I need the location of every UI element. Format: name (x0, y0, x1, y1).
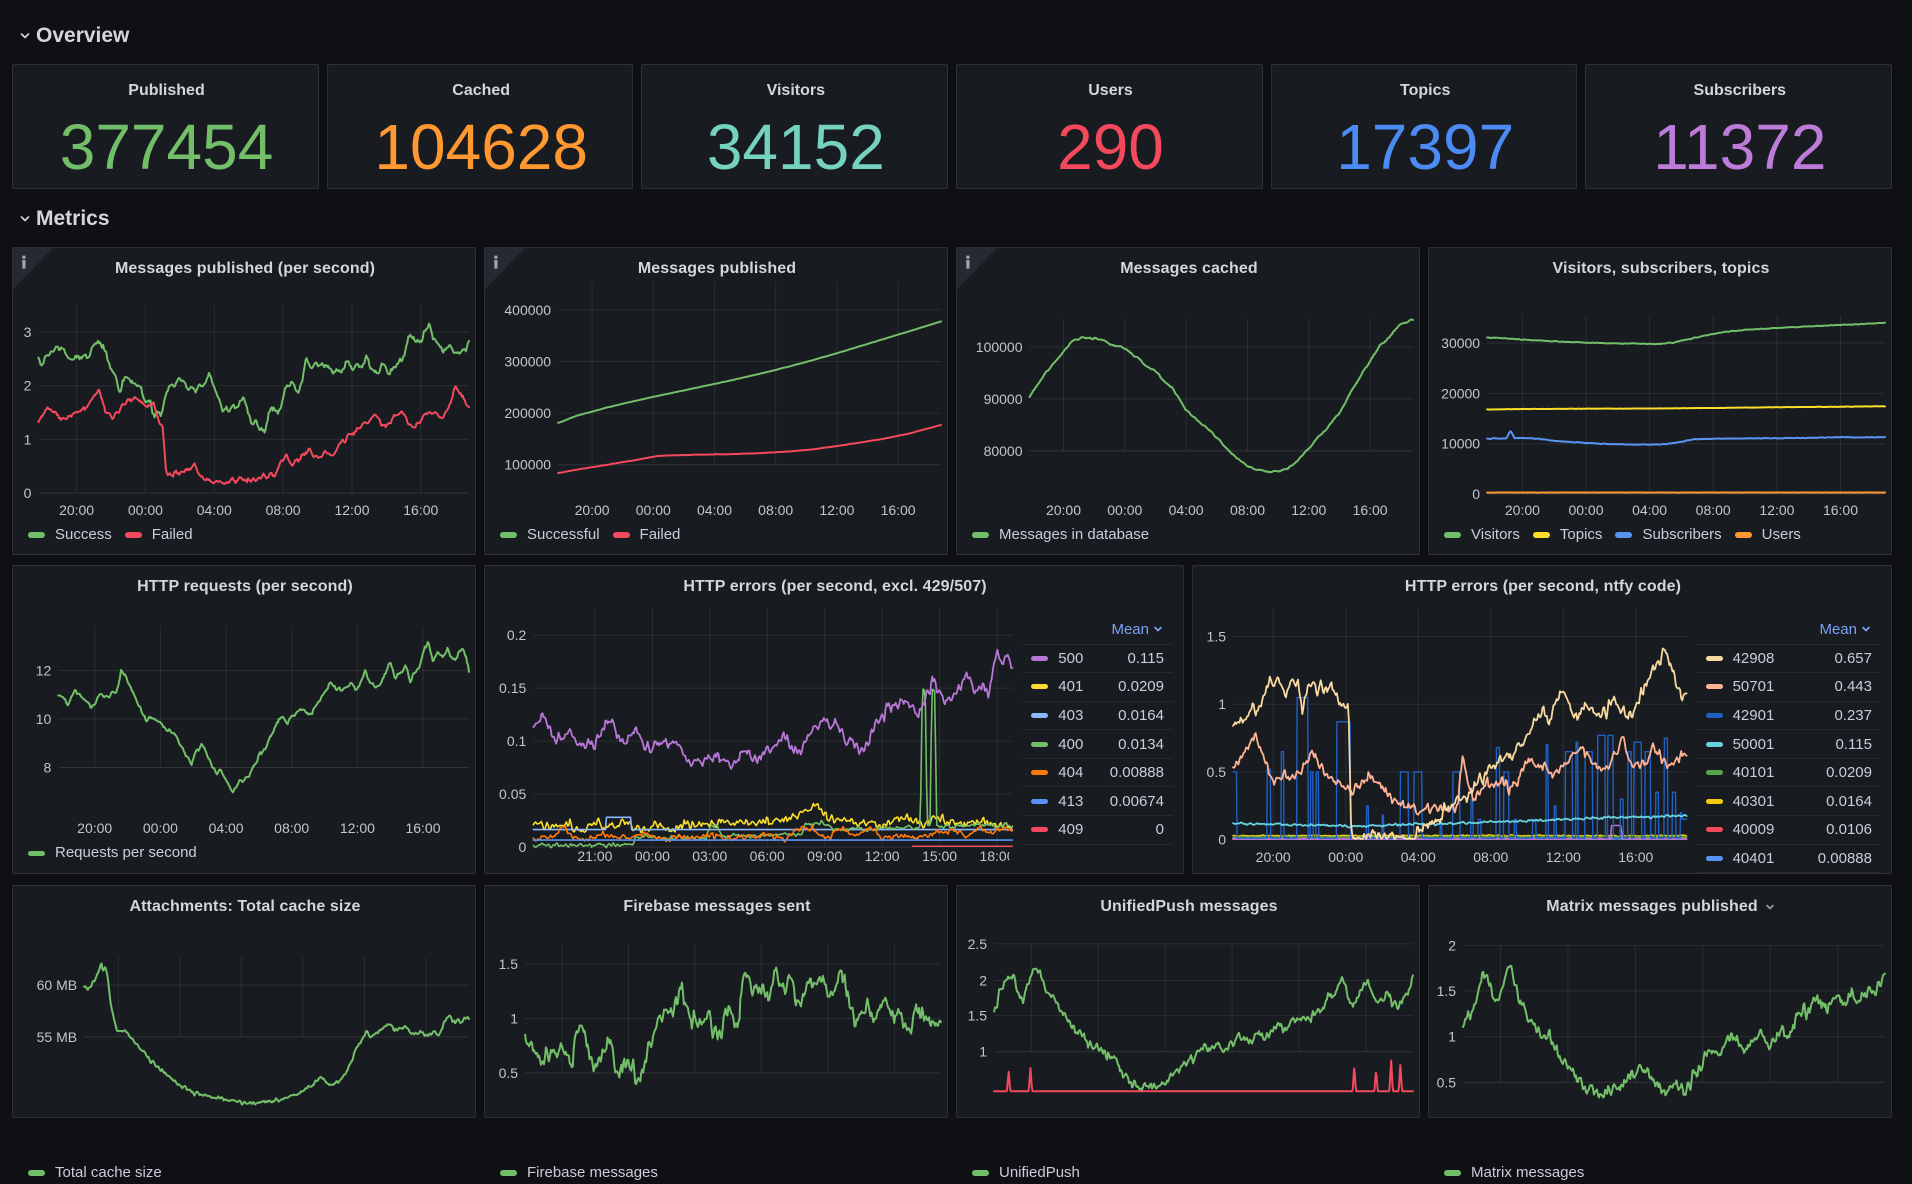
svg-text:00:00: 00:00 (636, 502, 671, 518)
svg-text:2.5: 2.5 (968, 936, 988, 952)
svg-text:06:00: 06:00 (750, 848, 785, 864)
svg-text:00:00: 00:00 (143, 820, 178, 836)
svg-text:16:00: 16:00 (1353, 502, 1388, 518)
svg-text:04:00: 04:00 (209, 820, 244, 836)
svg-text:04:00: 04:00 (197, 502, 232, 518)
svg-text:20:00: 20:00 (575, 502, 610, 518)
svg-text:20:00: 20:00 (1505, 502, 1540, 518)
svg-text:08:00: 08:00 (1473, 849, 1508, 865)
svg-text:04:00: 04:00 (697, 502, 732, 518)
svg-text:1: 1 (1218, 696, 1226, 712)
svg-text:1: 1 (510, 1010, 518, 1026)
svg-text:03:00: 03:00 (692, 848, 727, 864)
svg-text:12: 12 (36, 663, 52, 679)
svg-text:04:00: 04:00 (1401, 849, 1436, 865)
svg-text:1: 1 (1448, 1029, 1456, 1045)
svg-text:08:00: 08:00 (1230, 502, 1265, 518)
svg-text:20000: 20000 (1441, 385, 1480, 401)
svg-text:1.5: 1.5 (1437, 983, 1457, 999)
svg-text:04:00: 04:00 (1169, 502, 1204, 518)
svg-text:0: 0 (1472, 486, 1480, 502)
svg-text:16:00: 16:00 (405, 820, 440, 836)
svg-text:20:00: 20:00 (1046, 502, 1081, 518)
svg-text:08:00: 08:00 (758, 502, 793, 518)
svg-text:12:00: 12:00 (819, 502, 854, 518)
svg-text:20:00: 20:00 (77, 820, 112, 836)
svg-text:00:00: 00:00 (635, 848, 670, 864)
svg-text:0.5: 0.5 (1437, 1074, 1457, 1090)
svg-text:2: 2 (1448, 937, 1456, 953)
svg-text:0: 0 (1218, 832, 1226, 848)
svg-text:10: 10 (36, 711, 52, 727)
svg-text:08:00: 08:00 (1696, 502, 1731, 518)
svg-text:2: 2 (24, 377, 32, 393)
svg-text:10000: 10000 (1441, 435, 1480, 451)
svg-text:2: 2 (979, 972, 987, 988)
svg-text:16:00: 16:00 (881, 502, 916, 518)
svg-text:16:00: 16:00 (1618, 849, 1653, 865)
svg-text:00:00: 00:00 (1328, 849, 1363, 865)
svg-text:00:00: 00:00 (1568, 502, 1603, 518)
svg-text:00:00: 00:00 (128, 502, 163, 518)
svg-text:0.05: 0.05 (499, 786, 526, 802)
svg-text:16:00: 16:00 (1823, 502, 1858, 518)
svg-text:0.2: 0.2 (507, 627, 527, 643)
svg-text:30000: 30000 (1441, 335, 1480, 351)
svg-text:200000: 200000 (504, 405, 551, 421)
svg-text:1.5: 1.5 (968, 1008, 988, 1024)
svg-text:04:00: 04:00 (1632, 502, 1667, 518)
svg-text:08:00: 08:00 (274, 820, 309, 836)
svg-text:20:00: 20:00 (59, 502, 94, 518)
svg-text:60 MB: 60 MB (37, 977, 77, 993)
svg-text:300000: 300000 (504, 353, 551, 369)
svg-text:12:00: 12:00 (865, 848, 900, 864)
svg-text:1.5: 1.5 (1207, 629, 1227, 645)
svg-text:08:00: 08:00 (266, 502, 301, 518)
svg-text:3: 3 (24, 324, 32, 340)
svg-text:12:00: 12:00 (1759, 502, 1794, 518)
svg-text:1: 1 (979, 1044, 987, 1060)
svg-text:100000: 100000 (976, 338, 1023, 354)
svg-text:55 MB: 55 MB (37, 1029, 77, 1045)
svg-text:0.5: 0.5 (499, 1065, 519, 1081)
svg-text:100000: 100000 (504, 456, 551, 472)
svg-text:400000: 400000 (504, 301, 551, 317)
svg-text:8: 8 (44, 759, 52, 775)
svg-text:1.5: 1.5 (499, 956, 519, 972)
svg-text:0.1: 0.1 (507, 733, 527, 749)
svg-text:12:00: 12:00 (1546, 849, 1581, 865)
svg-text:90000: 90000 (984, 390, 1023, 406)
svg-text:80000: 80000 (984, 442, 1023, 458)
svg-text:0: 0 (24, 484, 32, 500)
svg-text:0.15: 0.15 (499, 680, 526, 696)
svg-text:21:00: 21:00 (577, 848, 612, 864)
svg-text:12:00: 12:00 (1291, 502, 1326, 518)
svg-text:12:00: 12:00 (340, 820, 375, 836)
svg-text:1: 1 (24, 431, 32, 447)
svg-text:0: 0 (519, 839, 527, 855)
svg-text:0.5: 0.5 (1207, 764, 1227, 780)
svg-text:20:00: 20:00 (1256, 849, 1291, 865)
svg-text:09:00: 09:00 (807, 848, 842, 864)
svg-text:12:00: 12:00 (334, 502, 369, 518)
svg-text:00:00: 00:00 (1107, 502, 1142, 518)
svg-text:16:00: 16:00 (403, 502, 438, 518)
svg-text:18:00: 18:00 (979, 848, 1014, 864)
svg-text:15:00: 15:00 (922, 848, 957, 864)
